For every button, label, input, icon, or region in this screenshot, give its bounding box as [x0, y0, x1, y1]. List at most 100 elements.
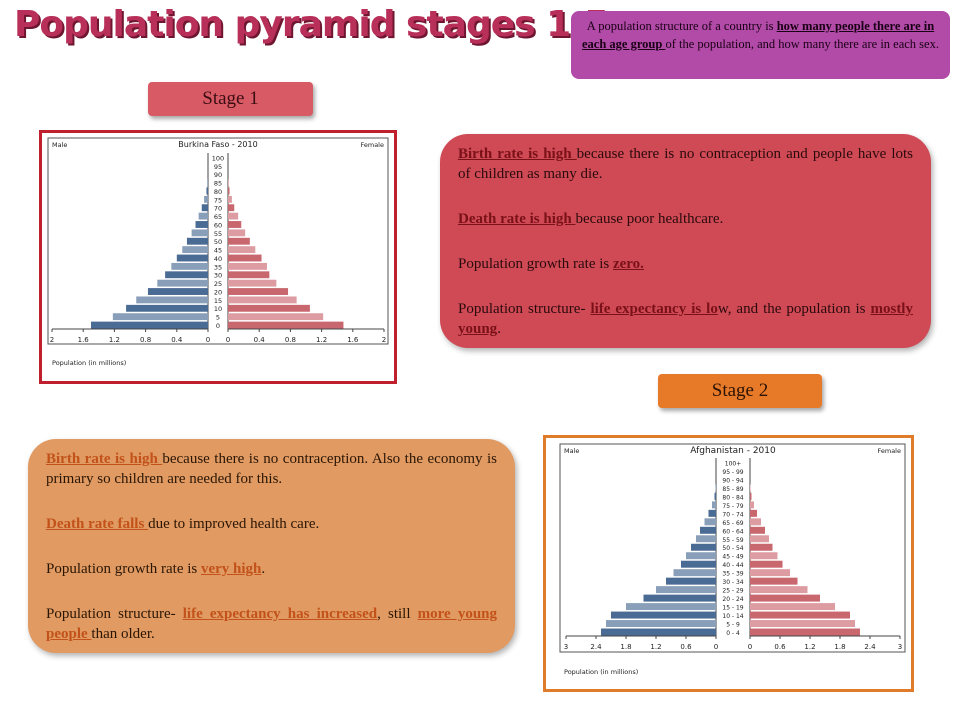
- age-label: 95 - 99: [722, 469, 743, 476]
- age-label: 25: [214, 280, 222, 288]
- age-label: 65 - 69: [722, 520, 743, 527]
- stage-1-birth-rate-highlight: Birth rate is high: [458, 146, 577, 162]
- male-bar: [714, 492, 716, 500]
- male-bar: [126, 304, 208, 312]
- age-label: 35: [214, 263, 222, 271]
- burkina-faso-pyramid-frame: Burkina Faso - 2010 Male Female Population …: [39, 130, 397, 384]
- male-label: Male: [52, 141, 67, 149]
- stage-2-structure-highlight-1: life expectancy has increased: [182, 606, 378, 622]
- female-bar: [228, 321, 344, 329]
- female-bar: [750, 577, 798, 585]
- female-bar: [750, 620, 855, 628]
- stage-1-death-rate: Death rate is high because poor healthca…: [458, 209, 913, 229]
- chart-title: Afghanistan - 2010: [690, 446, 776, 456]
- age-label: 90: [214, 171, 222, 179]
- female-bar: [750, 586, 808, 594]
- age-label: 30 - 34: [722, 579, 743, 586]
- female-bar: [228, 187, 230, 195]
- x-tick-label: 0: [714, 643, 718, 651]
- x-tick-label: 1.2: [650, 643, 661, 651]
- age-label: 50: [214, 238, 222, 246]
- female-bar: [228, 296, 297, 304]
- age-label: 0 - 4: [726, 630, 740, 637]
- male-bar: [165, 271, 208, 279]
- page-title: Population pyramid stages 1-5: [14, 4, 609, 45]
- female-bar: [750, 594, 820, 602]
- male-bar: [176, 254, 208, 262]
- stage-2-birth-rate: Birth rate is high because there is no c…: [46, 449, 497, 489]
- female-bar: [228, 246, 256, 254]
- age-label: 55 - 59: [722, 537, 743, 544]
- age-label: 40: [214, 255, 222, 263]
- male-bar: [157, 279, 208, 287]
- age-label: 70: [214, 205, 222, 213]
- male-bar: [700, 526, 716, 534]
- age-label: 30: [214, 272, 222, 280]
- female-bar: [228, 288, 289, 295]
- stage-2-death-rate: Death rate falls due to improved health …: [46, 514, 497, 534]
- stage-2-death-rate-highlight: Death rate falls: [46, 516, 149, 532]
- stage-1-structure-pre: Population structure-: [458, 301, 591, 317]
- stage-1-structure-highlight-2: mostly young: [458, 301, 913, 337]
- age-label: 10 - 14: [722, 613, 743, 620]
- x-tick-label: 1.2: [316, 336, 327, 344]
- male-bar: [206, 187, 208, 195]
- age-label: 45 - 49: [722, 554, 743, 561]
- female-bar: [228, 221, 242, 228]
- male-bar: [186, 237, 208, 245]
- x-tick-label: 2.4: [864, 643, 876, 651]
- age-label: 20: [214, 288, 222, 296]
- age-label: 70 - 74: [722, 511, 743, 518]
- age-label: 60 - 64: [722, 528, 743, 535]
- stage-2-structure-end: than older.: [91, 626, 155, 642]
- female-bar: [228, 271, 270, 279]
- female-bar: [228, 237, 250, 245]
- age-label: 15 - 19: [722, 605, 743, 612]
- x-axis-label: Population (in millions): [52, 359, 126, 367]
- age-label: 75 - 79: [722, 503, 743, 510]
- age-label: 90 - 94: [722, 477, 743, 484]
- x-tick-label: 2: [50, 336, 54, 344]
- age-label: 80 - 84: [722, 494, 743, 501]
- female-bar: [228, 212, 239, 220]
- stage-1-growth-rate-text: Population growth rate is: [458, 256, 613, 272]
- female-bar: [750, 560, 783, 568]
- female-bar: [228, 279, 277, 287]
- stage-2-death-rate-text: due to improved health care.: [148, 516, 320, 532]
- x-tick-label: 3: [564, 643, 568, 651]
- stage-1-info-box: Birth rate is high because there is no c…: [440, 134, 931, 348]
- male-bar: [204, 195, 208, 203]
- stage-2-growth-rate-end: .: [261, 561, 266, 577]
- x-tick-label: 0.6: [774, 643, 786, 651]
- stage-1-birth-rate-text: because there is no contraception and pe…: [458, 146, 913, 182]
- female-bar: [750, 501, 754, 509]
- age-label: 65: [214, 213, 222, 221]
- plot-border: [559, 443, 906, 653]
- age-label: 35 - 39: [722, 571, 743, 578]
- male-bar: [198, 212, 208, 220]
- x-tick-label: 0: [206, 336, 210, 344]
- x-tick-label: 0: [748, 643, 752, 651]
- x-tick-label: 0.6: [680, 643, 692, 651]
- female-bar: [750, 535, 769, 543]
- male-bar: [611, 611, 716, 619]
- male-bar: [626, 603, 716, 611]
- male-bar: [112, 313, 208, 321]
- stage-1-death-rate-text: because poor healthcare.: [575, 211, 724, 227]
- age-label: 55: [214, 230, 222, 238]
- x-axis-label: Population (in millions): [564, 668, 638, 676]
- male-bar: [708, 509, 716, 517]
- female-bar: [228, 204, 235, 212]
- plot-border: [47, 137, 389, 345]
- age-label: 80: [214, 188, 222, 196]
- male-bar: [715, 484, 716, 492]
- female-bar: [750, 603, 835, 611]
- male-bar: [691, 543, 716, 551]
- x-tick-label: 0.8: [140, 336, 151, 344]
- stage-1-birth-rate: Birth rate is high because there is no c…: [458, 144, 913, 184]
- x-tick-label: 1.2: [804, 643, 815, 651]
- male-bar: [712, 501, 716, 509]
- stage-2-structure-highlight-2: more young people: [46, 606, 498, 642]
- male-bar: [201, 204, 208, 212]
- male-bar: [171, 262, 208, 270]
